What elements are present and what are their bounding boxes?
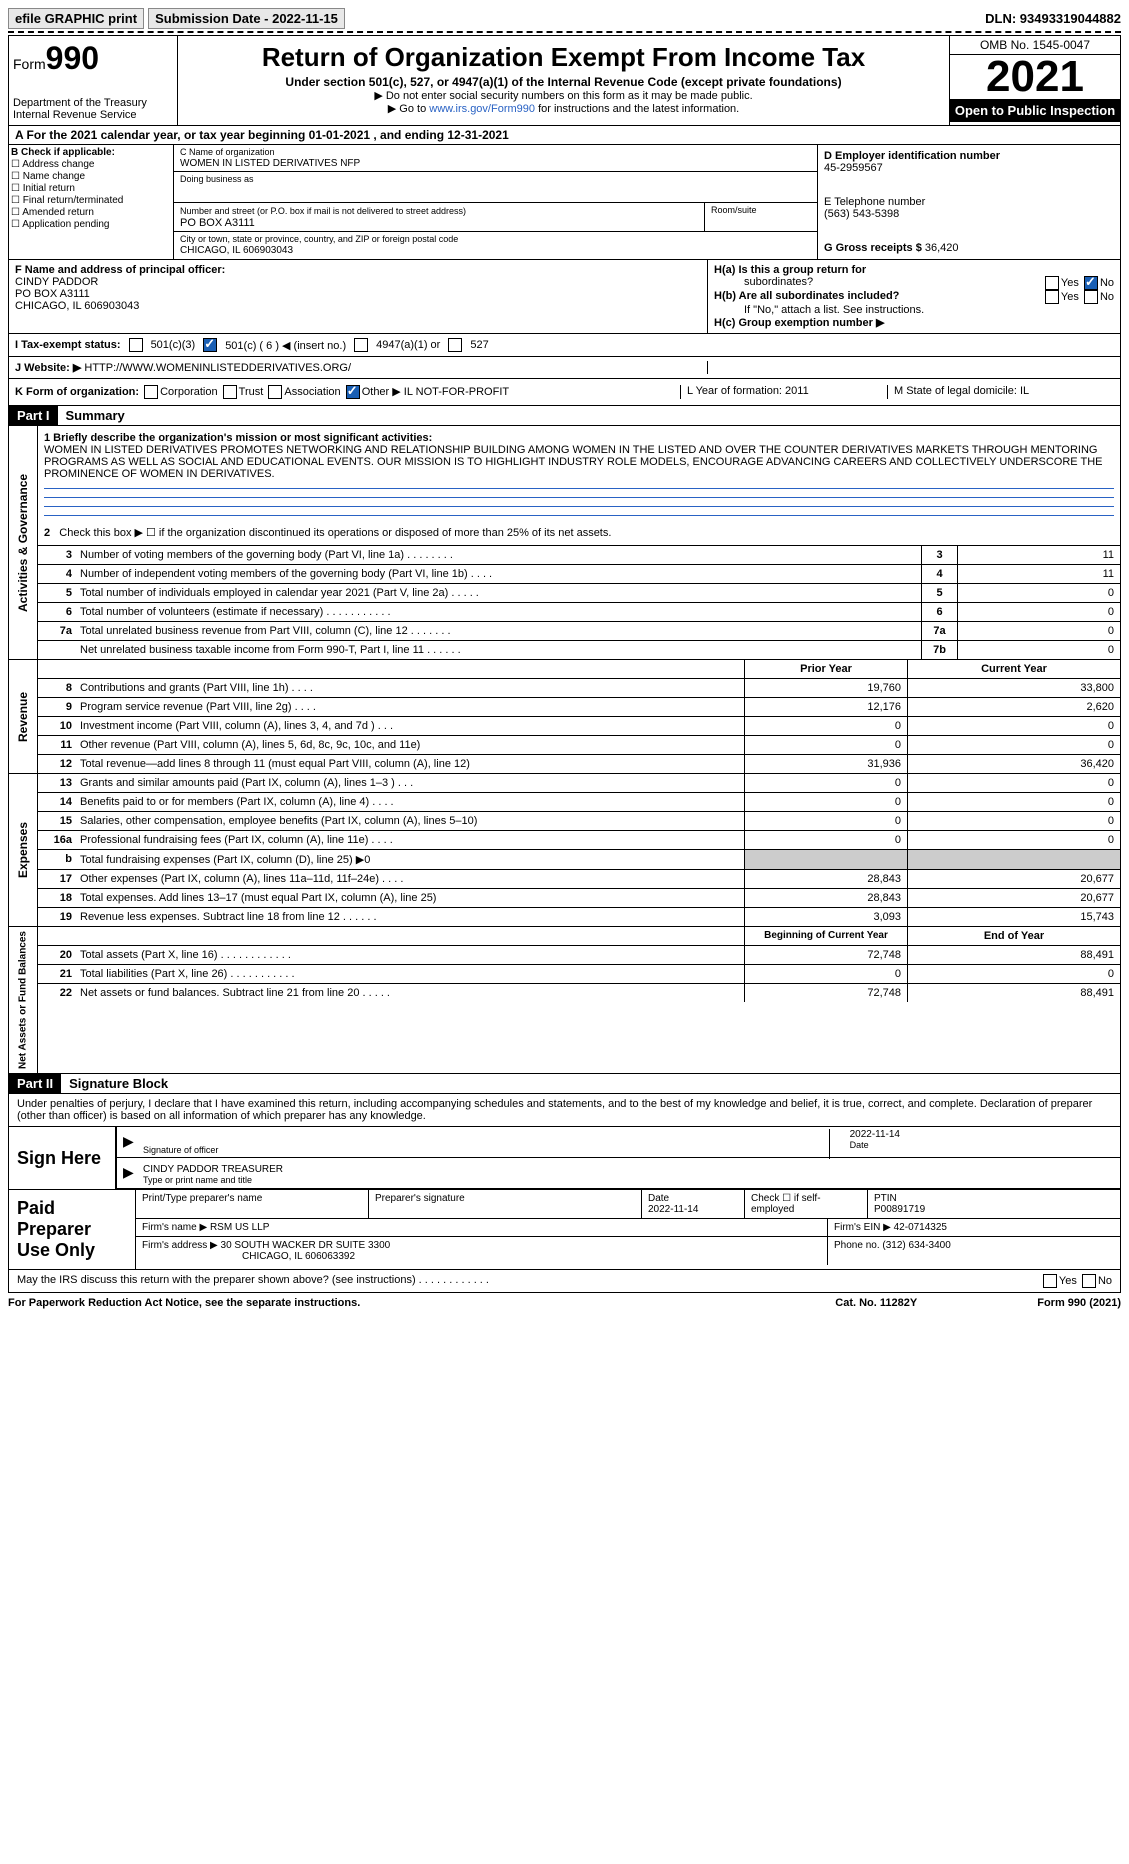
paid-preparer-label: Paid Preparer Use Only [9, 1190, 135, 1269]
table-row: 5Total number of individuals employed in… [38, 584, 1120, 603]
name-title-line: CINDY PADDOR TREASURERType or print name… [117, 1158, 1120, 1189]
phone: (563) 543-5398 [824, 208, 899, 220]
org-street: PO BOX A3111 [180, 217, 255, 229]
ein: 45-2959567 [824, 162, 883, 174]
expenses-section: Expenses 13Grants and similar amounts pa… [8, 774, 1121, 927]
table-row: 9Program service revenue (Part VIII, lin… [38, 698, 1120, 717]
mission-text: WOMEN IN LISTED DERIVATIVES PROMOTES NET… [44, 444, 1102, 480]
table-row: 14Benefits paid to or for members (Part … [38, 793, 1120, 812]
side-expenses: Expenses [9, 774, 38, 926]
col-f-officer: F Name and address of principal officer:… [9, 260, 708, 333]
signature-line: Signature of officer 2022-11-14Date [117, 1127, 1120, 1158]
irs-label: Internal Revenue Service [13, 109, 173, 121]
table-row: 4Number of independent voting members of… [38, 565, 1120, 584]
table-row: 17Other expenses (Part IX, column (A), l… [38, 870, 1120, 889]
col-h-group: H(a) Is this a group return for subordin… [708, 260, 1120, 333]
dept-treasury: Department of the Treasury [13, 97, 173, 109]
row-i-tax-status: I Tax-exempt status: 501(c)(3) 501(c) ( … [8, 334, 1121, 357]
table-row: 11Other revenue (Part VIII, column (A), … [38, 736, 1120, 755]
form-header: Form990 Department of the Treasury Inter… [8, 35, 1121, 126]
gross-receipts: 36,420 [925, 242, 959, 254]
signature-block: Under penalties of perjury, I declare th… [8, 1094, 1121, 1190]
tax-year: 2021 [950, 55, 1120, 99]
table-row: Net unrelated business taxable income fr… [38, 641, 1120, 659]
form-subtitle: Under section 501(c), 527, or 4947(a)(1)… [182, 75, 945, 89]
table-row: 12Total revenue—add lines 8 through 11 (… [38, 755, 1120, 773]
netassets-section: Net Assets or Fund Balances Beginning of… [8, 927, 1121, 1074]
section-bcd: B Check if applicable: ☐ Address change … [8, 145, 1121, 260]
ssn-note: ▶ Do not enter social security numbers o… [182, 89, 945, 102]
sign-here-label: Sign Here [9, 1127, 115, 1189]
link-note: ▶ Go to www.irs.gov/Form990 for instruct… [182, 102, 945, 115]
table-row: 7aTotal unrelated business revenue from … [38, 622, 1120, 641]
efile-print-button[interactable]: efile GRAPHIC print [8, 8, 144, 29]
open-inspection: Open to Public Inspection [950, 99, 1120, 122]
part2-header: Part IISignature Block [8, 1074, 1121, 1094]
row-a-calendar: A For the 2021 calendar year, or tax yea… [8, 126, 1121, 145]
col-b-checkboxes: B Check if applicable: ☐ Address change … [9, 145, 174, 259]
governance-section: Activities & Governance 1 Briefly descri… [8, 426, 1121, 660]
table-row: 21Total liabilities (Part X, line 26) . … [38, 965, 1120, 984]
table-row: 3Number of voting members of the governi… [38, 546, 1120, 565]
col-c-org: C Name of organizationWOMEN IN LISTED DE… [174, 145, 817, 259]
section-fh: F Name and address of principal officer:… [8, 260, 1121, 334]
top-bar: efile GRAPHIC print Submission Date - 20… [8, 8, 1121, 33]
table-row: 10Investment income (Part VIII, column (… [38, 717, 1120, 736]
table-row: 15Salaries, other compensation, employee… [38, 812, 1120, 831]
form-number: Form990 [13, 40, 173, 77]
table-row: 16aProfessional fundraising fees (Part I… [38, 831, 1120, 850]
col-d-right: D Employer identification number45-29595… [817, 145, 1120, 259]
submission-date-button[interactable]: Submission Date - 2022-11-15 [148, 8, 345, 29]
irs-link[interactable]: www.irs.gov/Form990 [429, 103, 535, 115]
part1-header: Part ISummary [8, 406, 1121, 426]
org-name: WOMEN IN LISTED DERIVATIVES NFP [180, 158, 360, 169]
table-row: 8Contributions and grants (Part VIII, li… [38, 679, 1120, 698]
table-row: 6Total number of volunteers (estimate if… [38, 603, 1120, 622]
table-row: 19Revenue less expenses. Subtract line 1… [38, 908, 1120, 926]
website-url: HTTP://WWW.WOMENINLISTEDDERIVATIVES.ORG/ [84, 362, 351, 374]
preparer-block: Paid Preparer Use Only Print/Type prepar… [8, 1190, 1121, 1270]
officer-name: CINDY PADDOR [15, 276, 98, 288]
page-footer: For Paperwork Reduction Act Notice, see … [8, 1293, 1121, 1313]
side-governance: Activities & Governance [9, 426, 38, 659]
org-city: CHICAGO, IL 606903043 [180, 245, 293, 256]
perjury-text: Under penalties of perjury, I declare th… [9, 1094, 1120, 1126]
dln-label: DLN: 93493319044882 [985, 11, 1121, 26]
table-row: 20Total assets (Part X, line 16) . . . .… [38, 946, 1120, 965]
table-row: bTotal fundraising expenses (Part IX, co… [38, 850, 1120, 870]
row-j-website: J Website: ▶ HTTP://WWW.WOMENINLISTEDDER… [8, 357, 1121, 379]
form-title: Return of Organization Exempt From Incom… [182, 42, 945, 73]
table-row: 13Grants and similar amounts paid (Part … [38, 774, 1120, 793]
table-row: 18Total expenses. Add lines 13–17 (must … [38, 889, 1120, 908]
side-revenue: Revenue [9, 660, 38, 773]
row-k-form-org: K Form of organization: Corporation Trus… [8, 379, 1121, 406]
table-row: 22Net assets or fund balances. Subtract … [38, 984, 1120, 1002]
side-netassets: Net Assets or Fund Balances [9, 927, 38, 1073]
may-irs-row: May the IRS discuss this return with the… [8, 1270, 1121, 1293]
revenue-section: Revenue Prior YearCurrent Year 8Contribu… [8, 660, 1121, 774]
